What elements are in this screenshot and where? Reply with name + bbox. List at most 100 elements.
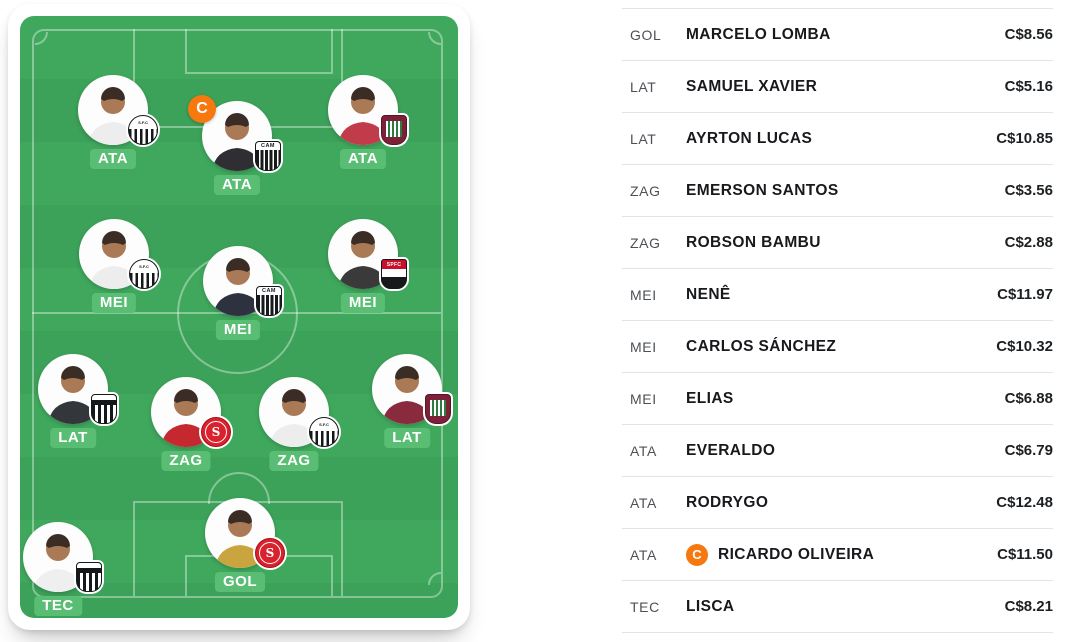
- pitch-goal-box-top: [185, 29, 333, 74]
- player-name: NENÊ: [686, 285, 731, 303]
- player-name: ELIAS: [686, 389, 734, 407]
- pitch-player-tec-ceara[interactable]: TEC: [23, 522, 102, 616]
- pitch-player-gol-internacional[interactable]: S GOL: [205, 498, 285, 592]
- pitch-player-zag-internacional[interactable]: S ZAG: [151, 377, 231, 471]
- player-name: CARLOS SÁNCHEZ: [686, 337, 837, 355]
- roster-row[interactable]: TEC LISCA C$8.21: [622, 580, 1053, 632]
- position-label: ATA: [630, 546, 657, 563]
- position-pill: ATA: [89, 149, 137, 169]
- player-price: C$10.32: [996, 338, 1053, 355]
- position-label: ZAG: [630, 234, 661, 251]
- player-price: C$5.16: [1004, 78, 1053, 95]
- player-price: C$11.97: [997, 286, 1053, 303]
- player-price: C$11.50: [997, 546, 1053, 563]
- pitch-player-ata-fluminense[interactable]: ATA: [328, 75, 407, 169]
- position-label: TEC: [630, 598, 660, 615]
- player-name: ROBSON BAMBU: [686, 233, 821, 251]
- player-name: RICARDO OLIVEIRA: [718, 545, 875, 563]
- internacional-crest-icon: S: [201, 417, 231, 447]
- player-price: C$6.79: [1004, 442, 1053, 459]
- position-pill: ATA: [339, 149, 387, 169]
- player-name: SAMUEL XAVIER: [686, 77, 818, 95]
- position-pill: MEI: [215, 320, 261, 340]
- roster-row[interactable]: ATA EVERALDO C$6.79: [622, 424, 1053, 476]
- position-label: MEI: [630, 286, 657, 303]
- player-photo: [338, 231, 388, 289]
- position-label: ATA: [630, 442, 657, 459]
- player-price: C$8.56: [1004, 26, 1053, 43]
- player-price: C$8.21: [1004, 598, 1053, 615]
- internacional-crest-icon: S: [255, 538, 285, 568]
- roster-row[interactable]: LAT SAMUEL XAVIER C$5.16: [622, 60, 1053, 112]
- position-pill: LAT: [50, 428, 96, 448]
- position-pill: ZAG: [161, 451, 211, 471]
- position-pill: ZAG: [269, 451, 319, 471]
- player-price: C$10.85: [996, 130, 1053, 147]
- player-photo: [215, 510, 265, 568]
- atletico-mg-crest-icon: CAM: [255, 141, 281, 171]
- player-photo: [89, 231, 139, 289]
- player-name: LISCA: [686, 597, 735, 615]
- pitch-player-mei-santos[interactable]: S.F.C MEI: [79, 219, 159, 313]
- position-label: LAT: [630, 78, 657, 95]
- roster-row[interactable]: MEI ELIAS C$6.88: [622, 372, 1053, 424]
- player-photo: [213, 258, 263, 316]
- position-pill: ATA: [213, 175, 261, 195]
- santos-crest-icon: S.F.C: [129, 259, 159, 289]
- position-label: GOL: [630, 26, 662, 43]
- pitch-player-lat-ceara[interactable]: LAT: [38, 354, 117, 448]
- roster-row[interactable]: ATA C RICARDO OLIVEIRA C$11.50: [622, 528, 1053, 580]
- position-label: MEI: [630, 338, 657, 355]
- team-lineup-card: S.F.C ATA CAM C ATA ATA S.F.C MEI CAM MEI SPFC MEI L…: [8, 4, 470, 630]
- player-photo: [212, 113, 262, 171]
- roster-row[interactable]: MEI CARLOS SÁNCHEZ C$10.32: [622, 320, 1053, 372]
- captain-badge-icon: C: [686, 543, 708, 566]
- player-avatar: [205, 498, 275, 568]
- football-pitch: S.F.C ATA CAM C ATA ATA S.F.C MEI CAM MEI SPFC MEI L…: [20, 16, 458, 618]
- position-label: MEI: [630, 390, 657, 407]
- player-price: C$2.88: [1004, 234, 1053, 251]
- roster-row[interactable]: GOL MARCELO LOMBA C$8.56: [622, 8, 1053, 60]
- fluminense-crest-icon: [425, 394, 451, 424]
- player-price-list: GOL MARCELO LOMBA C$8.56 LAT SAMUEL XAVIER C$…: [622, 8, 1053, 633]
- player-name: EMERSON SANTOS: [686, 181, 839, 199]
- corner-arc: [428, 572, 441, 585]
- pitch-player-mei-sao-paulo[interactable]: SPFC MEI: [328, 219, 407, 313]
- player-photo: [48, 366, 98, 424]
- pitch-boundary-line: [32, 29, 443, 598]
- player-photo: [161, 389, 211, 447]
- player-photo: [88, 87, 138, 145]
- captain-badge-icon: C: [188, 95, 216, 123]
- ceara-crest-icon: [91, 394, 117, 424]
- fluminense-crest-icon: [381, 115, 407, 145]
- roster-row[interactable]: LAT AYRTON LUCAS C$10.85: [622, 112, 1053, 164]
- player-name: AYRTON LUCAS: [686, 129, 813, 147]
- roster-row[interactable]: ZAG ROBSON BAMBU C$2.88: [622, 216, 1053, 268]
- pitch-player-ata-santos[interactable]: S.F.C ATA: [78, 75, 158, 169]
- pitch-player-ata-atletico-mg[interactable]: CAM C ATA: [188, 95, 281, 195]
- position-pill: LAT: [384, 428, 430, 448]
- player-photo: [382, 366, 432, 424]
- player-photo: [269, 389, 319, 447]
- pitch-player-zag-santos[interactable]: S.F.C ZAG: [259, 377, 339, 471]
- player-photo: [33, 534, 83, 592]
- player-photo: [338, 87, 388, 145]
- pitch-player-lat-fluminense[interactable]: LAT: [372, 354, 451, 448]
- player-name: EVERALDO: [686, 441, 776, 459]
- position-label: ATA: [630, 494, 657, 511]
- player-avatar: [23, 522, 93, 592]
- position-pill: MEI: [91, 293, 137, 313]
- santos-crest-icon: S.F.C: [128, 115, 158, 145]
- corner-arc: [35, 32, 48, 45]
- player-price: C$12.48: [996, 494, 1053, 511]
- roster-row[interactable]: ATA RODRYGO C$12.48: [622, 476, 1053, 528]
- position-label: ZAG: [630, 182, 661, 199]
- roster-row[interactable]: MEI NENÊ C$11.97: [622, 268, 1053, 320]
- roster-row[interactable]: ZAG EMERSON SANTOS C$3.56: [622, 164, 1053, 216]
- pitch-player-mei-atletico-mg[interactable]: CAM MEI: [203, 246, 282, 340]
- sao-paulo-crest-icon: SPFC: [381, 259, 407, 289]
- santos-crest-icon: S.F.C: [309, 417, 339, 447]
- atletico-mg-crest-icon: CAM: [256, 286, 282, 316]
- player-name: RODRYGO: [686, 493, 769, 511]
- position-pill: MEI: [340, 293, 386, 313]
